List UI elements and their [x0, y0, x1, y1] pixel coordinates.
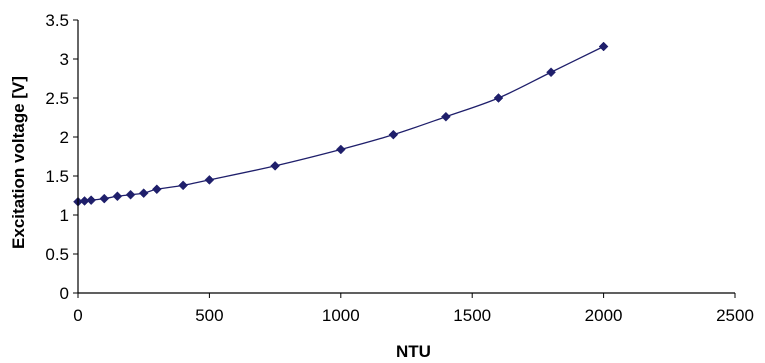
data-point-marker: [112, 191, 123, 202]
y-tick-label: 0.5: [45, 245, 69, 264]
data-point-marker: [86, 195, 96, 206]
data-point-marker: [598, 41, 609, 52]
x-tick-label: 0: [73, 306, 82, 325]
y-tick-label: 1: [60, 206, 69, 225]
x-axis-title: NTU: [396, 342, 431, 361]
y-tick-label: 2.5: [45, 89, 69, 108]
data-point-marker: [204, 175, 215, 185]
x-tick-label: 2000: [585, 306, 623, 325]
tick-labels: 0 0.5 1 1.5 2 2.5 3 3.5 0 500 1000 1500 2000 2500: [45, 11, 754, 325]
y-tick-label: 3.5: [45, 11, 69, 30]
y-axis-title: Excitation voltage [V]: [9, 76, 28, 249]
plot-area: [73, 41, 609, 207]
data-point-marker: [493, 93, 504, 103]
data-point-marker: [178, 180, 188, 191]
x-tick-label: 500: [195, 306, 223, 325]
y-tick-label: 0: [60, 284, 69, 303]
y-tick-label: 3: [60, 50, 69, 69]
series-line: [77, 45, 604, 203]
x-tick-label: 2500: [716, 306, 754, 325]
data-point-marker: [441, 111, 451, 122]
y-tick-label: 1.5: [45, 167, 69, 186]
data-point-marker: [335, 144, 346, 155]
data-point-marker: [388, 129, 399, 140]
data-point-marker: [270, 161, 280, 171]
data-point-marker: [546, 67, 556, 78]
data-point-marker: [151, 184, 162, 195]
data-point-marker: [99, 193, 110, 204]
data-point-marker: [125, 189, 136, 200]
x-tick-label: 1000: [322, 306, 360, 325]
x-tick-label: 1500: [453, 306, 491, 325]
y-tick-label: 2: [60, 128, 69, 147]
axes: [73, 19, 736, 298]
data-point-marker: [138, 188, 149, 199]
